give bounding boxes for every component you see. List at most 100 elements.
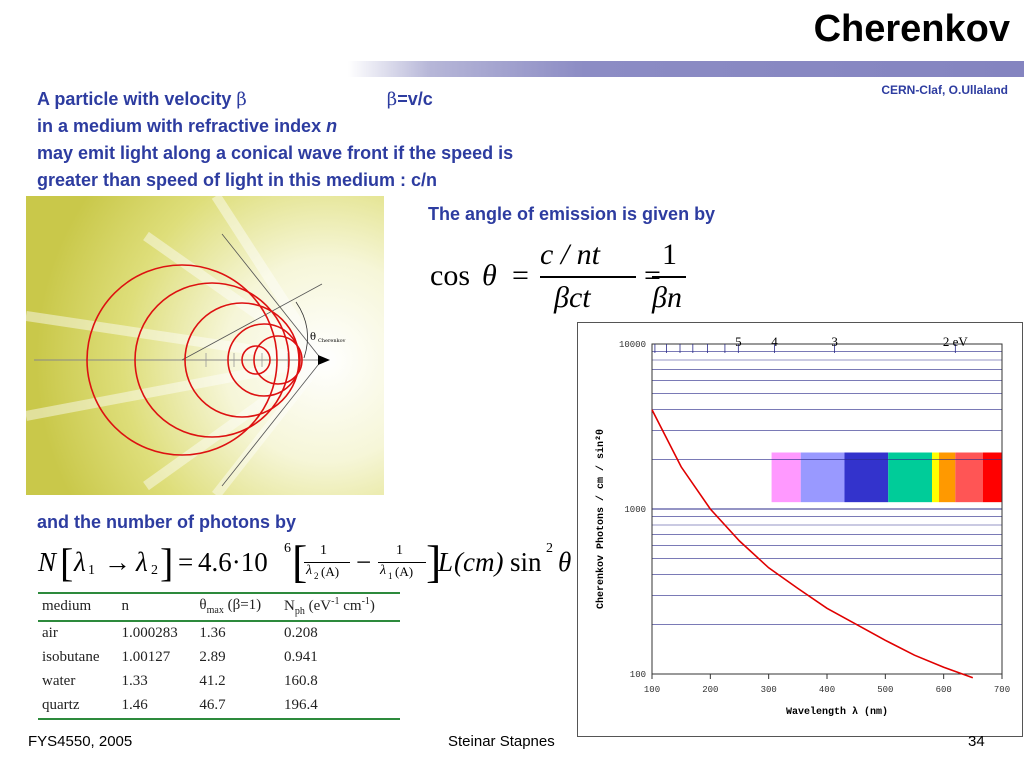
open-big-bracket: [: [292, 536, 308, 587]
table-row: water 1.33 41.2 160.8: [38, 670, 400, 694]
theta-final: θ: [558, 547, 572, 577]
top-energy-label: 2 eV: [943, 334, 969, 349]
photon-yield-curve: [651, 409, 974, 679]
header-theta-sub: max: [206, 605, 224, 616]
lambda-2-subscript: 2: [151, 563, 158, 578]
coefficient: 4.6·10: [198, 547, 268, 577]
top-energy-label: 3: [831, 334, 838, 349]
x-axis-label: Wavelength λ (nm): [786, 706, 888, 718]
cell-nph: 0.208: [284, 625, 318, 641]
x-tick-label: 700: [994, 685, 1010, 695]
frac1-lambda: λ: [306, 563, 313, 578]
y-axis-label: Cherenkov Photons / cm / sin²θ: [595, 429, 607, 609]
top-energy-label: 4: [771, 334, 778, 349]
header-nph-symbol: N: [284, 598, 295, 614]
frac2-bar: [378, 562, 426, 563]
header-nph-sub: ph: [294, 606, 305, 617]
intro-line-3: may emit light along a conical wave fron…: [37, 143, 514, 163]
header-nph-unit2: cm: [339, 598, 362, 614]
intro-line-1: A particle with velocity β β=v/c: [37, 86, 677, 113]
fraction-numerator-1: c / nt: [540, 238, 600, 271]
cell-medium: water: [42, 673, 76, 689]
theta-symbol: θ: [482, 259, 497, 292]
cell-n: 1.000283: [121, 625, 178, 641]
header-nph-exp2: -1: [361, 596, 370, 607]
cell-medium: isobutane: [42, 649, 100, 665]
media-table-header: medium n θmax (β=1) Nph (eV-1 cm-1): [38, 593, 400, 621]
header-n: n: [121, 598, 129, 614]
lambda-1: λ: [74, 547, 86, 577]
header-nph: Nph (eV-1 cm-1): [280, 593, 400, 621]
close-bracket: ]: [160, 540, 174, 585]
chart-svg: 100 200 300 400 500 600 700 100 1000 10000 5 4 3 2 eV…: [595, 334, 1010, 718]
header-theta-symbol: θ: [199, 597, 207, 613]
photon-formula: N [ λ 1 → λ 2 ] = 4.6·10 6 [ 1 λ 2 (A) −…: [38, 536, 578, 587]
minus: −: [356, 547, 372, 577]
cell-nph: 196.4: [284, 697, 318, 713]
frac2-sub: 1: [388, 571, 393, 581]
slide-title: Cherenkov: [813, 8, 1010, 50]
frac1-unit: (A): [321, 564, 340, 579]
intro-line-4: greater than speed of light in this medi…: [37, 170, 438, 190]
spectrum-band: [844, 452, 889, 503]
footer-page-number: 34: [968, 733, 985, 750]
frac2-lambda: λ: [380, 563, 387, 578]
theta-label: θ: [310, 332, 316, 343]
beta-symbol: β: [236, 89, 247, 110]
L-symbol: L: [438, 547, 454, 577]
spectrum-band: [982, 452, 1002, 503]
header-theta: θmax (β=1): [195, 593, 280, 621]
theta-subscript: Cherenkov: [318, 338, 346, 344]
x-tick-label: 100: [644, 685, 660, 695]
cell-medium: air: [42, 625, 58, 641]
table-row: quartz 1.46 46.7 196.4: [38, 694, 400, 719]
y-tick-label: 1000: [624, 505, 646, 515]
header-nph-unit1: (eV: [304, 598, 332, 614]
arrow: →: [104, 547, 131, 577]
footer-author: Steinar Stapnes: [448, 733, 555, 750]
sin-exponent: 2: [546, 541, 553, 556]
frac1-num: 1: [320, 543, 327, 558]
wavefront-circles: [86, 264, 303, 456]
cell-n: 1.46: [121, 697, 148, 713]
lambda-1-subscript: 1: [88, 563, 95, 578]
header-nph-exp1: -1: [331, 596, 340, 607]
cherenkov-diagram: θ Cherenkov: [26, 196, 384, 495]
cell-theta: 2.89: [199, 649, 226, 665]
top-energy-label: 5: [735, 334, 742, 349]
spectrum-band: [939, 452, 956, 503]
x-tick-label: 300: [761, 685, 777, 695]
cell-theta: 41.2: [199, 673, 226, 689]
fraction-denominator-2: βn: [652, 281, 682, 314]
slide-credit: CERN-Claf, O.Ullaland: [881, 83, 1008, 97]
title-accent-bar: [348, 61, 1024, 77]
emission-direction: [181, 283, 323, 361]
close-big-bracket: ]: [426, 536, 442, 587]
particle-direction-arrow: [318, 355, 330, 365]
frac1-bar: [304, 562, 350, 563]
angle-label: The angle of emission is given by: [428, 204, 716, 224]
spectrum-band: [955, 452, 983, 503]
frac2-unit: (A): [395, 564, 414, 579]
intro-line-2-text: in a medium with refractive index: [37, 116, 327, 136]
cell-n: 1.00127: [121, 649, 171, 665]
header-medium: medium: [42, 598, 92, 614]
header-nph-unit3: ): [369, 598, 375, 614]
intro-line-1-text: A particle with velocity: [37, 89, 237, 109]
spectrum-band: [888, 452, 932, 503]
beta-symbol-2: β: [386, 89, 398, 110]
fraction-denominator-1: βct: [554, 281, 591, 314]
x-tick-label: 600: [936, 685, 952, 695]
fraction-bar-2: [652, 276, 686, 278]
cell-theta: 46.7: [199, 697, 226, 713]
table-row: isobutane 1.00127 2.89 0.941: [38, 646, 400, 670]
x-tick-label: 200: [702, 685, 718, 695]
intro-line-2: in a medium with refractive index n: [37, 113, 677, 140]
exponent: 6: [284, 541, 291, 556]
spectrum-band: [800, 452, 845, 503]
cone-upper-edge: [221, 233, 323, 361]
lambda-2: λ: [136, 547, 148, 577]
length-unit: (cm): [454, 547, 504, 577]
sin-text: sin: [510, 547, 542, 577]
position-ticks: [205, 353, 289, 367]
